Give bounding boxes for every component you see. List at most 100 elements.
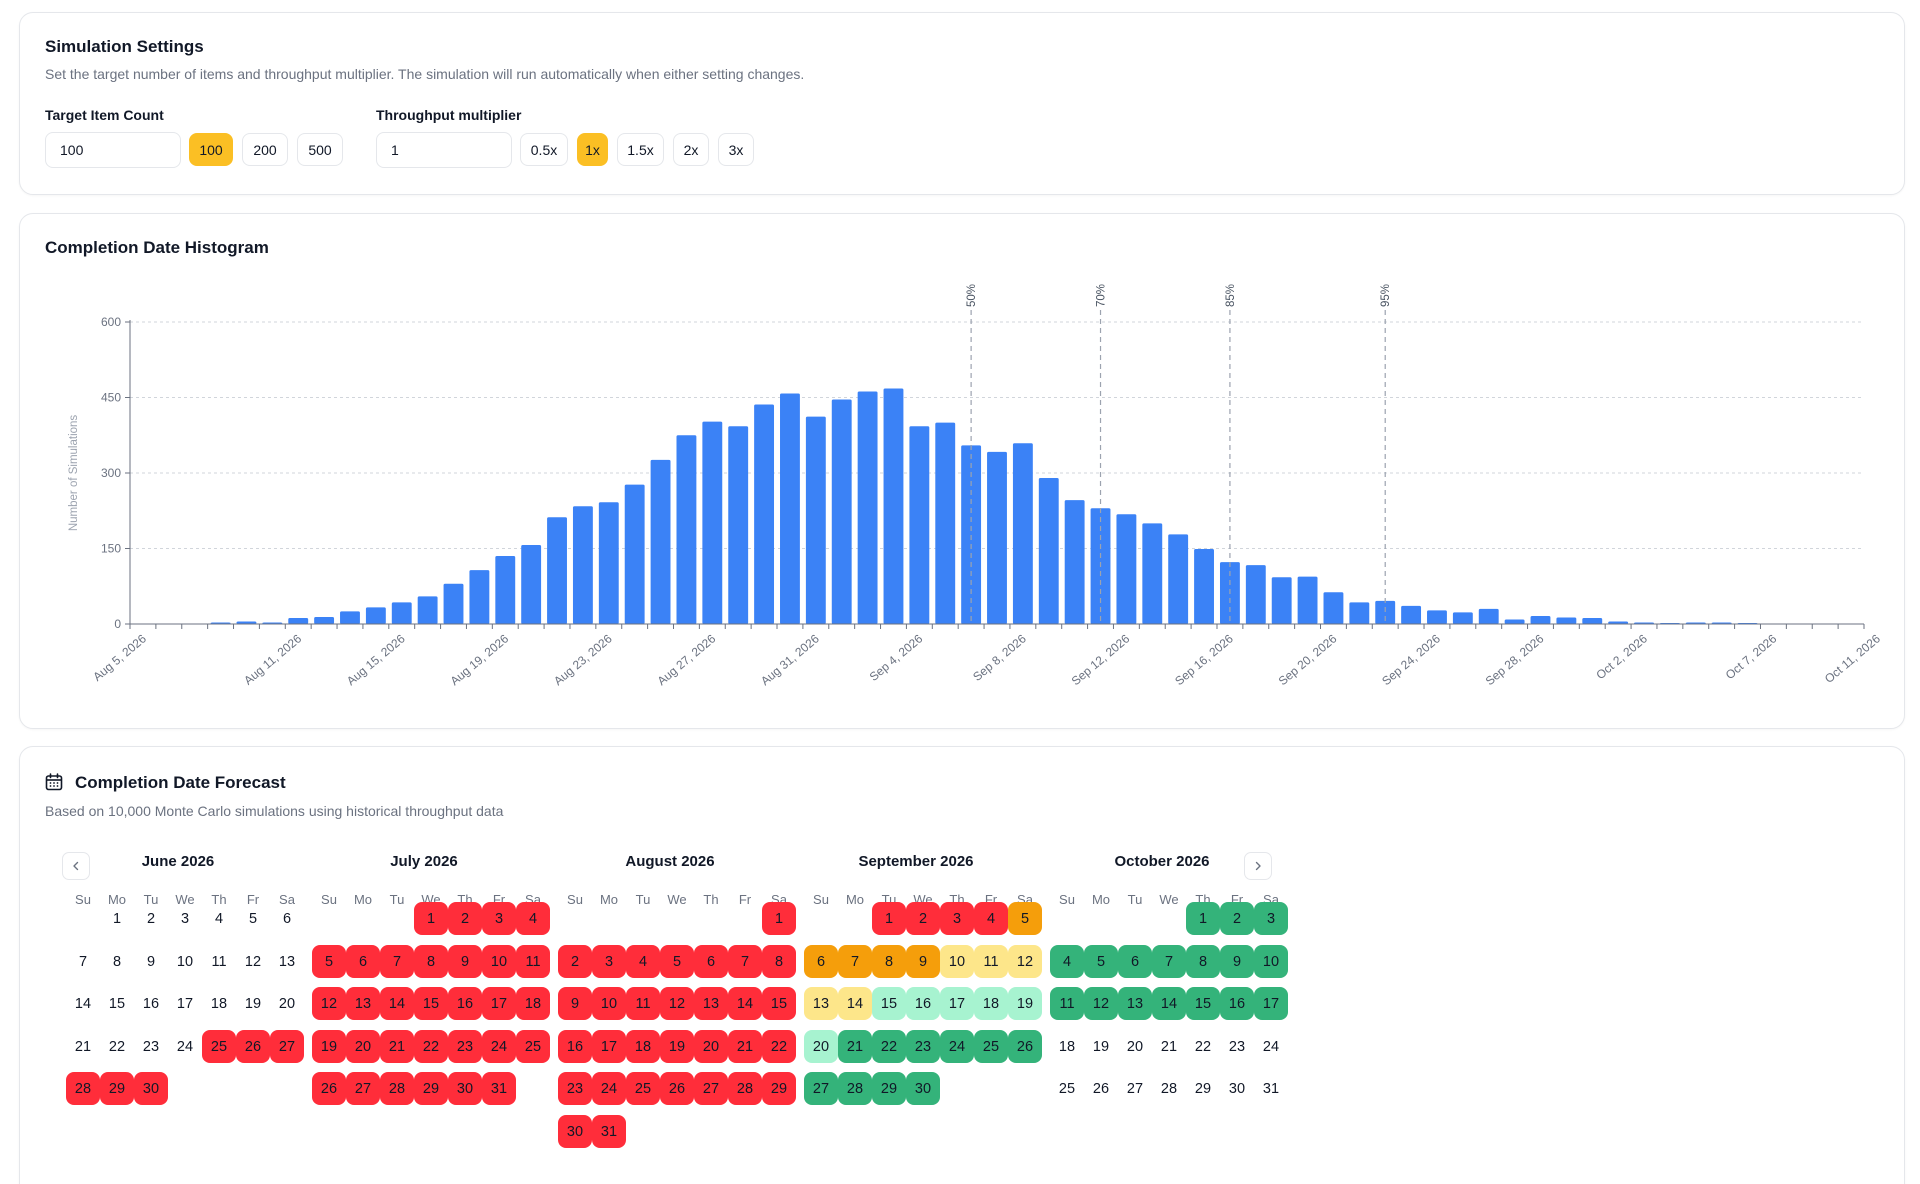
- calendar-day[interactable]: 15: [108, 995, 126, 1012]
- calendar-day[interactable]: 5: [1008, 902, 1042, 935]
- throughput-preset-1-5x-button[interactable]: 1.5x: [617, 133, 664, 166]
- histogram-bar[interactable]: [1323, 592, 1344, 624]
- calendar-day[interactable]: 19: [1092, 1038, 1110, 1055]
- calendar-day[interactable]: 24: [940, 1030, 974, 1063]
- calendar-day[interactable]: 10: [482, 945, 516, 978]
- histogram-bar[interactable]: [1504, 619, 1525, 624]
- calendar-day[interactable]: 8: [414, 945, 448, 978]
- histogram-bar[interactable]: [365, 607, 386, 624]
- calendar-day[interactable]: 18: [626, 1030, 660, 1063]
- calendar-day[interactable]: 8: [762, 945, 796, 978]
- calendar-day[interactable]: 13: [346, 987, 380, 1020]
- calendar-day[interactable]: 6: [346, 945, 380, 978]
- histogram-bar[interactable]: [1608, 621, 1629, 624]
- histogram-bar[interactable]: [469, 570, 490, 624]
- calendar-day[interactable]: 31: [482, 1072, 516, 1105]
- histogram-bar[interactable]: [495, 556, 516, 624]
- histogram-bar[interactable]: [288, 617, 309, 624]
- calendar-day[interactable]: 30: [1228, 1080, 1246, 1097]
- calendar-day[interactable]: 13: [694, 987, 728, 1020]
- histogram-bar[interactable]: [1349, 602, 1370, 624]
- calendar-day[interactable]: 11: [1050, 987, 1084, 1020]
- calendar-day[interactable]: 3: [482, 902, 516, 935]
- calendar-day[interactable]: 4: [516, 902, 550, 935]
- calendar-day[interactable]: 18: [974, 987, 1008, 1020]
- calendar-day[interactable]: 21: [380, 1030, 414, 1063]
- target-preset-500-button[interactable]: 500: [297, 133, 343, 166]
- calendar-day[interactable]: 12: [312, 987, 346, 1020]
- calendar-day[interactable]: 16: [1220, 987, 1254, 1020]
- calendar-day[interactable]: 23: [906, 1030, 940, 1063]
- histogram-bar[interactable]: [883, 388, 904, 624]
- histogram-bar[interactable]: [547, 517, 567, 624]
- calendar-day[interactable]: 24: [1262, 1038, 1280, 1055]
- calendar-day[interactable]: 22: [762, 1030, 796, 1063]
- calendar-day[interactable]: 14: [838, 987, 872, 1020]
- calendar-day[interactable]: 19: [660, 1030, 694, 1063]
- calendar-day[interactable]: 20: [1126, 1038, 1144, 1055]
- calendar-day[interactable]: 13: [1118, 987, 1152, 1020]
- calendar-day[interactable]: 1: [762, 902, 796, 935]
- calendar-day[interactable]: 26: [1092, 1080, 1110, 1097]
- calendar-day[interactable]: 21: [74, 1038, 92, 1055]
- histogram-bar[interactable]: [1064, 500, 1085, 624]
- calendar-day[interactable]: 22: [108, 1038, 126, 1055]
- calendar-day[interactable]: 11: [626, 987, 660, 1020]
- calendar-day[interactable]: 5: [312, 945, 346, 978]
- throughput-preset-2x-button[interactable]: 2x: [673, 133, 709, 166]
- calendar-day[interactable]: 28: [838, 1072, 872, 1105]
- calendar-day[interactable]: 14: [1152, 987, 1186, 1020]
- calendar-day[interactable]: 9: [146, 953, 156, 970]
- calendar-day[interactable]: 24: [482, 1030, 516, 1063]
- histogram-bar[interactable]: [1038, 478, 1059, 624]
- calendar-day[interactable]: 29: [762, 1072, 796, 1105]
- calendar-day[interactable]: 11: [211, 953, 227, 970]
- throughput-preset-1x-button[interactable]: 1x: [577, 133, 608, 166]
- calendar-day[interactable]: 4: [214, 910, 224, 927]
- calendar-day[interactable]: 26: [1008, 1030, 1042, 1063]
- histogram-bar[interactable]: [1556, 617, 1577, 624]
- calendar-day[interactable]: 22: [872, 1030, 906, 1063]
- target-preset-100-button[interactable]: 100: [189, 133, 233, 166]
- histogram-bar[interactable]: [935, 422, 956, 624]
- next-month-button[interactable]: [1244, 852, 1272, 880]
- histogram-bar[interactable]: [391, 602, 412, 624]
- throughput-multiplier-input[interactable]: [376, 132, 512, 168]
- calendar-day[interactable]: 15: [1186, 987, 1220, 1020]
- histogram-bar[interactable]: [1401, 605, 1422, 624]
- calendar-day[interactable]: 28: [66, 1072, 100, 1105]
- calendar-day[interactable]: 18: [1058, 1038, 1076, 1055]
- calendar-day[interactable]: 18: [516, 987, 550, 1020]
- calendar-day[interactable]: 10: [940, 945, 974, 978]
- calendar-day[interactable]: 23: [448, 1030, 482, 1063]
- histogram-bar[interactable]: [417, 596, 438, 624]
- calendar-day[interactable]: 8: [1186, 945, 1220, 978]
- calendar-day[interactable]: 10: [1254, 945, 1288, 978]
- calendar-day[interactable]: 14: [728, 987, 762, 1020]
- calendar-day[interactable]: 1: [414, 902, 448, 935]
- calendar-day[interactable]: 5: [660, 945, 694, 978]
- calendar-day[interactable]: 9: [1220, 945, 1254, 978]
- histogram-bar[interactable]: [702, 421, 723, 624]
- histogram-bar[interactable]: [443, 583, 464, 624]
- throughput-preset-3x-button[interactable]: 3x: [718, 133, 754, 166]
- calendar-day[interactable]: 16: [142, 995, 160, 1012]
- calendar-day[interactable]: 1: [1186, 902, 1220, 935]
- calendar-day[interactable]: 30: [134, 1072, 168, 1105]
- calendar-day[interactable]: 17: [940, 987, 974, 1020]
- calendar-day[interactable]: 22: [414, 1030, 448, 1063]
- histogram-bar[interactable]: [961, 445, 982, 624]
- histogram-bar[interactable]: [1271, 577, 1292, 624]
- calendar-day[interactable]: 14: [380, 987, 414, 1020]
- calendar-day[interactable]: 6: [282, 910, 292, 927]
- calendar-day[interactable]: 13: [804, 987, 838, 1020]
- histogram-bar[interactable]: [1012, 443, 1033, 624]
- calendar-day[interactable]: 24: [176, 1038, 194, 1055]
- calendar-day[interactable]: 12: [660, 987, 694, 1020]
- calendar-day[interactable]: 28: [1160, 1080, 1178, 1097]
- calendar-day[interactable]: 2: [906, 902, 940, 935]
- histogram-bar[interactable]: [1168, 534, 1189, 624]
- calendar-day[interactable]: 26: [236, 1030, 270, 1063]
- calendar-day[interactable]: 2: [1220, 902, 1254, 935]
- calendar-day[interactable]: 6: [804, 945, 838, 978]
